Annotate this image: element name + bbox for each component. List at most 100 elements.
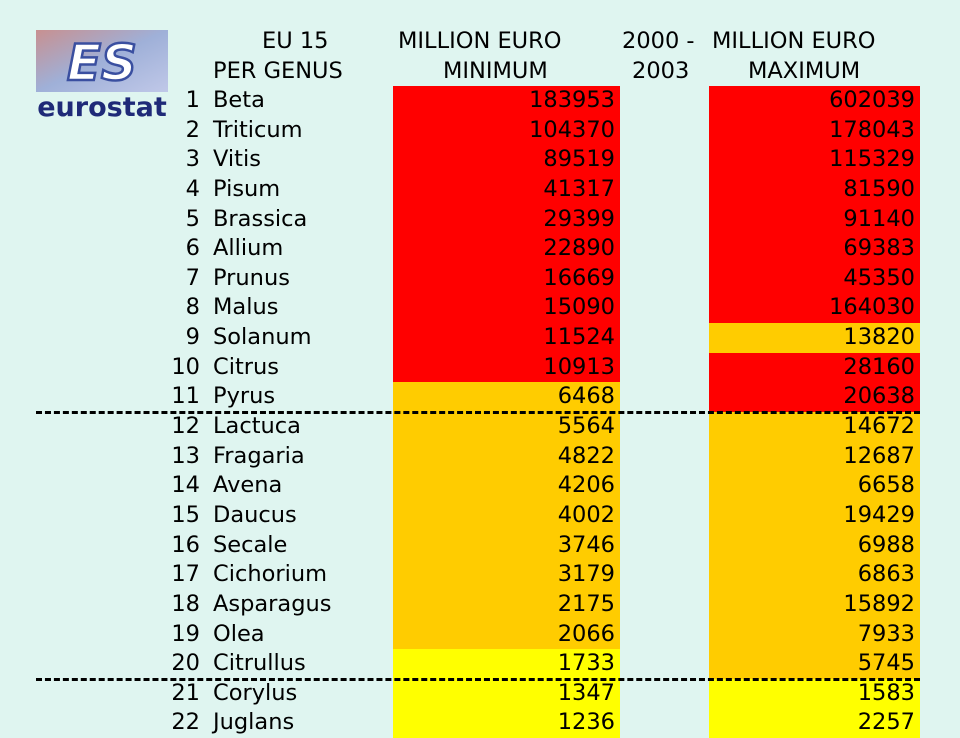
row-rank: 22 [171,709,200,736]
row-genus: Corylus [213,679,298,706]
row-min-value: 104370 [529,116,615,143]
row-max-value: 6863 [857,561,915,588]
genus-header-line1: EU 15 [262,28,329,54]
row-max-value: 20638 [843,383,915,410]
max-value-cell [709,530,920,561]
row-min-value: 3179 [557,561,615,588]
row-min-value: 16669 [543,264,615,291]
row-max-value: 91140 [843,205,915,232]
max-value-cell [709,86,920,116]
max-value-cell [709,382,920,413]
max-value-cell [709,263,920,294]
row-rank: 13 [171,442,200,469]
row-rank: 4 [185,175,200,202]
row-max-value: 15892 [843,590,915,617]
table-row: 16 Secale 3746 6988 [0,530,960,561]
table-row: 12 Lactuca 5564 14672 [0,412,960,442]
min-value-cell [393,500,620,531]
row-max-value: 2257 [857,709,915,736]
row-genus: Citrullus [213,650,306,677]
max-value-cell [709,649,920,679]
table-row: 21 Corylus 1347 1583 [0,678,960,709]
row-max-value: 115329 [829,146,915,173]
row-genus: Avena [213,472,283,499]
table-row: 6 Allium 22890 69383 [0,234,960,264]
row-max-value: 602039 [829,87,915,113]
row-genus: Solanum [213,324,312,351]
table-row: 22 Juglans 1236 2257 [0,708,960,738]
row-min-value: 15090 [543,294,615,321]
row-max-value: 1583 [857,679,915,706]
max-value-cell [709,678,920,709]
row-min-value: 10913 [543,353,615,380]
row-max-value: 14672 [843,413,915,440]
eurostat-logo-graphic: ES eurostat [36,30,168,123]
max-header-line2: MAXIMUM [748,58,861,84]
row-max-value: 12687 [843,442,915,469]
threshold-divider [36,410,920,414]
min-header-line1: MILLION EURO [398,28,562,54]
table-row: 10 Citrus 10913 28160 [0,352,960,383]
row-genus: Olea [213,620,265,647]
row-genus: Prunus [213,264,290,291]
row-min-value: 1733 [557,650,615,677]
table-row: 4 Pisum 41317 81590 [0,174,960,205]
table-row: 1 Beta 183953 602039 [0,86,960,116]
max-value-cell [709,500,920,531]
row-rank: 19 [171,620,200,647]
genus-header-line2: PER GENUS [213,58,343,84]
min-value-cell [393,530,620,561]
table-row: 9 Solanum 11524 13820 [0,323,960,353]
row-rank: 14 [171,472,200,499]
row-genus: Juglans [213,709,295,736]
row-genus: Lactuca [213,413,301,440]
row-rank: 7 [185,264,200,291]
max-value-cell [709,174,920,205]
max-value-cell [709,234,920,264]
row-rank: 21 [171,679,200,706]
min-value-cell [393,263,620,294]
row-min-value: 11524 [543,324,615,351]
max-value-cell [709,115,920,146]
row-rank: 2 [185,116,200,143]
row-max-value: 45350 [843,264,915,291]
row-min-value: 183953 [529,87,615,113]
max-value-cell [709,560,920,590]
row-rank: 3 [185,146,200,173]
row-min-value: 4002 [557,501,615,528]
period-header-line2: 2003 [632,58,690,84]
period-header-line1: 2000 - [622,28,695,54]
max-value-cell [709,204,920,235]
min-value-cell [393,293,620,324]
row-rank: 6 [185,235,200,262]
table-row: 2 Triticum 104370 178043 [0,115,960,146]
row-rank: 12 [171,413,200,440]
row-min-value: 1347 [557,679,615,706]
row-min-value: 2066 [557,620,615,647]
row-rank: 15 [171,501,200,528]
table-row: 5 Brassica 29399 91140 [0,204,960,235]
row-min-value: 1236 [557,709,615,736]
row-genus: Pisum [213,175,281,202]
table-row: 17 Cichorium 3179 6863 [0,560,960,590]
min-value-cell [393,649,620,679]
max-value-cell [709,293,920,324]
row-rank: 16 [171,531,200,558]
max-value-cell [709,589,920,620]
threshold-divider [36,677,920,681]
table-row: 7 Prunus 16669 45350 [0,263,960,294]
row-rank: 11 [171,383,200,410]
row-min-value: 29399 [543,205,615,232]
max-value-cell [709,471,920,501]
table-row: 8 Malus 15090 164030 [0,293,960,324]
row-rank: 20 [171,650,200,677]
table-row: 20 Citrullus 1733 5745 [0,649,960,679]
min-value-cell [393,678,620,709]
row-min-value: 2175 [557,590,615,617]
row-genus: Beta [213,87,265,113]
row-genus: Asparagus [213,590,332,617]
table-row: 19 Olea 2066 7933 [0,619,960,650]
row-genus: Daucus [213,501,297,528]
row-max-value: 81590 [843,175,915,202]
row-genus: Citrus [213,353,280,380]
